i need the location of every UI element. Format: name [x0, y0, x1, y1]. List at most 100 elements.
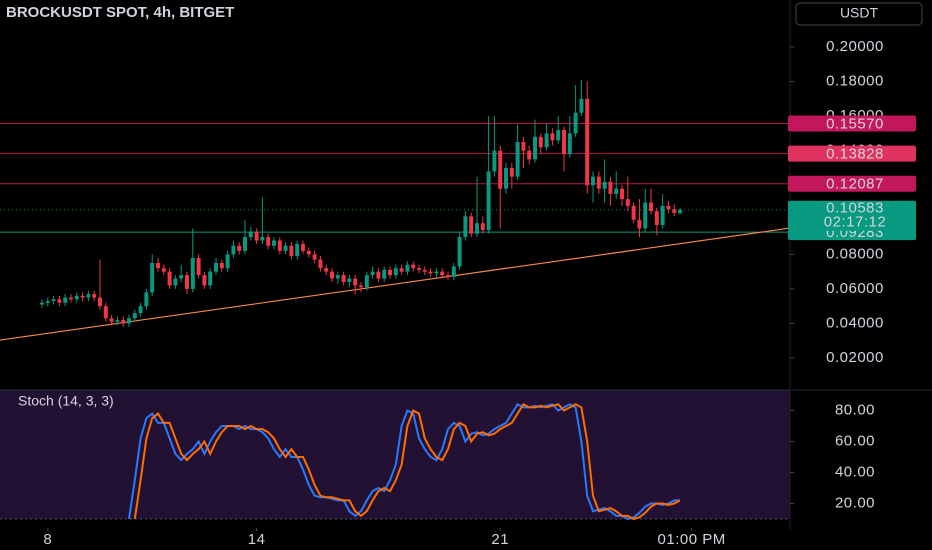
currency-button[interactable] — [795, 2, 923, 26]
currency-button-label[interactable]: USDT — [840, 5, 879, 21]
candle-body — [475, 223, 480, 234]
x-tick-label: 8 — [43, 531, 52, 548]
candle-body — [678, 209, 683, 213]
candle-body — [318, 259, 323, 269]
candle-body — [614, 188, 619, 194]
candle-body — [498, 150, 503, 189]
level-label-box — [788, 175, 916, 192]
candle-body — [109, 318, 114, 322]
candle-body — [393, 268, 398, 276]
candle-body — [173, 278, 178, 286]
candle-body — [312, 254, 317, 260]
last-price-box — [788, 200, 916, 231]
candle-body — [596, 176, 601, 189]
candle-body — [556, 129, 561, 141]
candle-body — [399, 268, 404, 272]
candle-body — [347, 278, 352, 283]
y-tick-label: 40.00 — [835, 463, 875, 480]
candle-body — [214, 262, 219, 272]
candle-body — [243, 237, 248, 251]
candle-body — [637, 219, 642, 229]
candle-body — [260, 237, 265, 241]
candle-body — [533, 136, 538, 160]
candle-body — [422, 269, 427, 272]
candle-body — [121, 320, 126, 324]
candle-body — [80, 295, 85, 298]
candle-body — [608, 181, 613, 194]
candle-body — [620, 188, 625, 200]
candle-body — [126, 318, 131, 324]
candle-body — [51, 299, 56, 302]
candle-body — [660, 205, 665, 225]
candle-body — [330, 271, 335, 279]
candle-body — [602, 181, 607, 189]
candle-body — [382, 269, 387, 279]
candle-body — [417, 268, 422, 270]
candle-body — [585, 98, 590, 186]
candle-body — [411, 264, 416, 269]
candle-body — [428, 271, 433, 274]
candle-body — [254, 231, 259, 241]
candle-body — [341, 275, 346, 283]
candle-body — [544, 133, 549, 148]
level-label: 0.12087 — [826, 176, 884, 193]
candle-body — [527, 150, 532, 160]
candle-body — [295, 243, 300, 257]
candle-body — [434, 271, 439, 274]
y-tick-label: 0.06000 — [826, 280, 884, 297]
countdown-label: 02:17:12 — [824, 214, 886, 231]
candle-body — [469, 216, 474, 234]
candle-body — [39, 302, 44, 305]
candle-body — [179, 275, 184, 279]
candle-body — [277, 240, 282, 251]
candle-body — [666, 205, 671, 210]
candle-body — [202, 275, 207, 286]
candle-body — [486, 171, 491, 231]
candle-body — [446, 275, 451, 277]
candle-body — [376, 271, 381, 279]
candle-body — [515, 142, 520, 177]
candle-body — [68, 297, 73, 300]
candle-body — [672, 209, 677, 213]
candle-body — [562, 129, 567, 155]
level-label: 0.15570 — [826, 116, 884, 133]
y-tick-label: 0.20000 — [826, 38, 884, 55]
candle-body — [86, 294, 91, 298]
candle-body — [150, 262, 155, 293]
y-tick-label: 0.04000 — [826, 314, 884, 331]
candle-body — [654, 211, 659, 225]
candle-body — [451, 266, 456, 277]
candle-body — [283, 245, 288, 251]
candle-body — [370, 271, 375, 276]
candle-body — [405, 264, 410, 272]
candle-body — [388, 269, 393, 276]
indicator-title: Stoch (14, 3, 3) — [18, 393, 114, 409]
y-tick-label: 0.02000 — [826, 349, 884, 366]
candle-body — [115, 320, 120, 322]
candle-body — [196, 257, 201, 276]
candle-body — [237, 245, 242, 251]
candle-body — [643, 202, 648, 229]
candle-body — [225, 254, 230, 269]
candle-body — [231, 245, 236, 255]
candle-body — [167, 271, 172, 286]
candle-body — [579, 98, 584, 113]
candle-body — [63, 297, 68, 303]
candle-body — [591, 176, 596, 186]
candle-body — [219, 262, 224, 269]
candle-body — [208, 271, 213, 286]
candle-body — [550, 133, 555, 141]
candle-body — [457, 237, 462, 267]
x-tick-label: 14 — [248, 531, 266, 548]
candle-body — [521, 142, 526, 151]
candle-body — [364, 275, 369, 288]
candle-body — [324, 268, 329, 272]
last-price-label: 0.10583 — [826, 200, 884, 217]
candle-body — [97, 297, 102, 307]
candle-body — [573, 112, 578, 134]
candle-body — [504, 167, 509, 189]
y-tick-label: 80.00 — [835, 401, 875, 418]
chart-title: BROCKUSDT SPOT, 4h, BITGET — [6, 4, 234, 21]
